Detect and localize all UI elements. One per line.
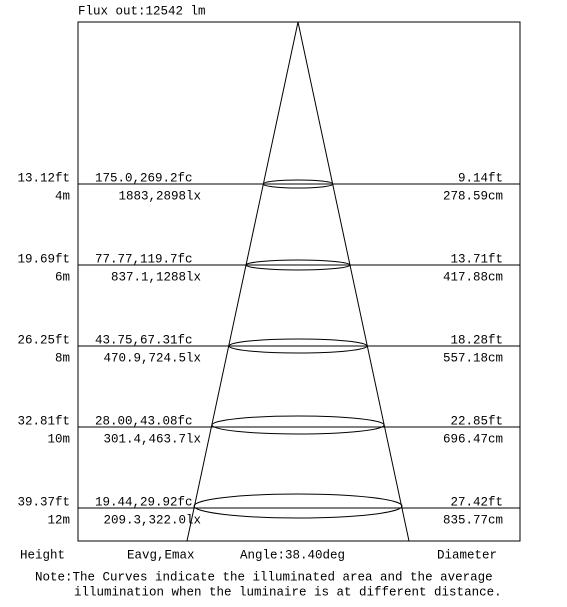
diameter-cm: 557.18cm: [443, 351, 503, 365]
illuminance-lx: 209.3,322.0lx: [103, 513, 201, 527]
illuminance-fc: 19.44,29.92fc: [95, 495, 193, 509]
frame: [77, 21, 521, 542]
height-m: 8m: [55, 351, 70, 365]
illuminance-lx: 1883,2898lx: [118, 189, 201, 203]
illuminance-lx: 837.1,1288lx: [111, 270, 201, 284]
height-m: 10m: [47, 432, 70, 446]
height-m: 12m: [47, 513, 70, 527]
height-ft: 19.69ft: [17, 252, 70, 266]
diameter-cm: 417.88cm: [443, 270, 503, 284]
diameter-cm: 835.77cm: [443, 513, 503, 527]
illuminance-lx: 301.4,463.7lx: [103, 432, 201, 446]
illuminance-lx: 470.9,724.5lx: [103, 351, 201, 365]
diameter-cm: 696.47cm: [443, 432, 503, 446]
illuminance-fc: 28.00,43.08fc: [95, 414, 193, 428]
height-ft: 39.37ft: [17, 495, 70, 509]
footer-eavg: Eavg,Emax: [127, 548, 195, 562]
illuminance-fc: 43.75,67.31fc: [95, 333, 193, 347]
diameter-ft: 13.71ft: [450, 252, 503, 266]
height-m: 4m: [55, 189, 70, 203]
illuminated-area: [245, 259, 351, 271]
height-m: 6m: [55, 270, 70, 284]
beam-cone: [186, 21, 410, 542]
illuminance-fc: 175.0,269.2fc: [95, 171, 193, 185]
footer-height: Height: [20, 548, 65, 562]
height-ft: 32.81ft: [17, 414, 70, 428]
illuminance-fc: 77.77,119.7fc: [95, 252, 193, 266]
footer-diameter: Diameter: [437, 548, 497, 562]
height-ft: 13.12ft: [17, 171, 70, 185]
diameter-ft: 18.28ft: [450, 333, 503, 347]
footer-angle: Angle:38.40deg: [240, 548, 345, 562]
height-ft: 26.25ft: [17, 333, 70, 347]
title: Flux out:12542 lm: [78, 4, 206, 18]
diameter-ft: 9.14ft: [458, 171, 503, 185]
note: Note:The Curves indicate the illuminated…: [35, 570, 493, 584]
illuminated-area: [211, 415, 385, 435]
note: illumination when the luminaire is at di…: [74, 585, 502, 599]
illuminated-area: [262, 179, 334, 189]
diameter-cm: 278.59cm: [443, 189, 503, 203]
illuminated-area: [193, 493, 403, 519]
diameter-ft: 22.85ft: [450, 414, 503, 428]
illuminated-area: [228, 338, 368, 354]
diameter-ft: 27.42ft: [450, 495, 503, 509]
